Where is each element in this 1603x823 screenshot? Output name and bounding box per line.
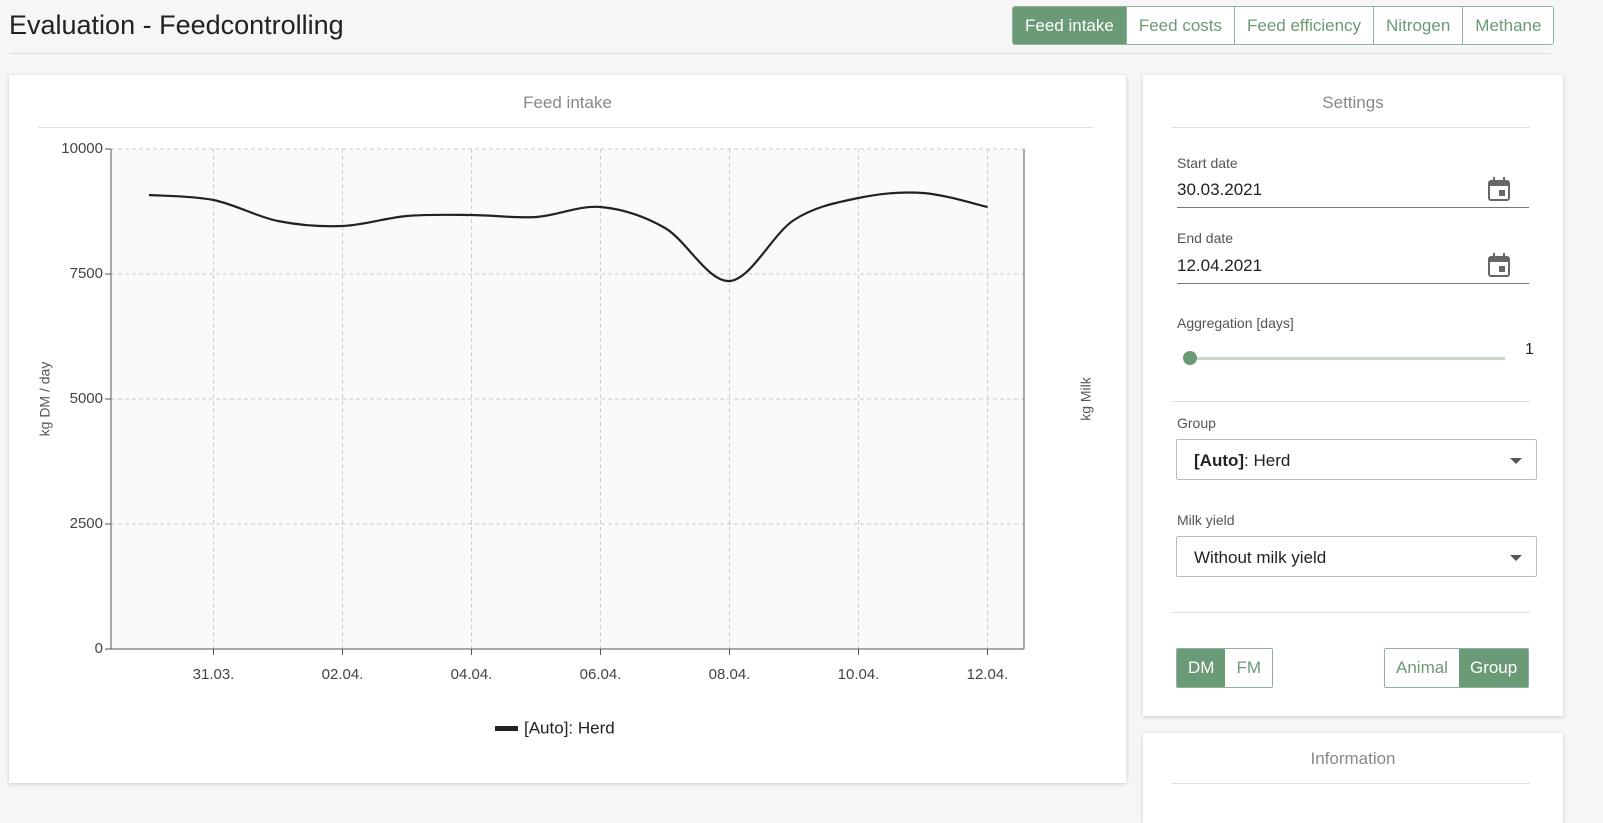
calendar-icon[interactable] bbox=[1486, 252, 1512, 278]
y-tick-label: 2500 bbox=[70, 515, 103, 532]
divider bbox=[1172, 127, 1530, 128]
toggle-button[interactable]: FM bbox=[1225, 649, 1272, 687]
input-underline bbox=[1177, 283, 1529, 284]
divider bbox=[1172, 783, 1530, 784]
y-tick-label: 5000 bbox=[70, 390, 103, 407]
select-value: [Auto] bbox=[1194, 451, 1245, 470]
y-tick-label: 0 bbox=[95, 640, 103, 657]
calendar-icon[interactable] bbox=[1486, 176, 1512, 202]
legend-swatch bbox=[495, 726, 518, 731]
x-tick-label: 04.04. bbox=[451, 666, 493, 683]
y-axis-label: kg DM / day bbox=[37, 362, 53, 437]
legend-label: [Auto]: Herd bbox=[524, 718, 615, 737]
divider bbox=[1172, 401, 1530, 402]
field-label: Milk yield bbox=[1177, 512, 1235, 528]
caret bbox=[1510, 458, 1522, 464]
information-panel: Information bbox=[1143, 733, 1563, 823]
slider-track[interactable] bbox=[1190, 357, 1505, 360]
toggle-button[interactable]: Animal bbox=[1385, 649, 1459, 687]
panel-title: Settings bbox=[1322, 93, 1384, 112]
page-title: Evaluation - Feedcontrolling bbox=[9, 10, 344, 40]
divider bbox=[9, 53, 1550, 54]
x-tick-label: 06.04. bbox=[580, 666, 622, 683]
divider bbox=[38, 127, 1093, 128]
unit-toggle: DM FM bbox=[1176, 648, 1273, 688]
milk-yield-select[interactable]: Without milk yield bbox=[1176, 536, 1537, 577]
toggle-button[interactable]: Group bbox=[1458, 649, 1529, 687]
group-select[interactable]: [Auto]: Herd bbox=[1176, 439, 1537, 480]
panel-title: Information bbox=[1310, 749, 1396, 768]
y2-axis-label: kg Milk bbox=[1078, 376, 1094, 421]
tab[interactable]: Methane bbox=[1462, 7, 1554, 44]
chart: 0 2500 5000 7500 10000 31.03. 02.04. 04.04. 06.0… bbox=[37, 140, 1094, 738]
series-line bbox=[148, 191, 988, 283]
input-underline bbox=[1177, 207, 1529, 208]
tab[interactable]: Feed efficiency bbox=[1234, 7, 1374, 44]
date-input[interactable]: 30.03.2021 bbox=[1177, 180, 1263, 199]
tab-bar: Feed intake Feed costs Feed efficiency Nitr… bbox=[1012, 6, 1555, 45]
field-label: Group bbox=[1177, 415, 1216, 431]
x-tick-label: 12.04. bbox=[967, 666, 1009, 683]
x-tick-label: 02.04. bbox=[322, 666, 364, 683]
x-tick-label: 31.03. bbox=[193, 666, 235, 683]
x-tick-label: 10.04. bbox=[838, 666, 880, 683]
divider bbox=[1172, 612, 1530, 613]
date-input[interactable]: 12.04.2021 bbox=[1177, 256, 1263, 275]
field-label: Aggregation [days] bbox=[1177, 315, 1294, 331]
y-tick-label: 7500 bbox=[70, 265, 103, 282]
tab[interactable]: Feed intake bbox=[1013, 7, 1126, 44]
level-toggle: Animal Group bbox=[1384, 648, 1530, 688]
slider-value: 1 bbox=[1525, 341, 1534, 358]
field-label: Start date bbox=[1177, 155, 1238, 171]
tab[interactable]: Nitrogen bbox=[1373, 7, 1463, 44]
settings-panel: Settings Start date 30.03.2021 End date … bbox=[1143, 75, 1563, 716]
toggle-button[interactable]: DM bbox=[1177, 649, 1226, 687]
panel-title: Feed intake bbox=[523, 93, 612, 112]
slider-handle[interactable] bbox=[1183, 351, 1197, 365]
field-label: End date bbox=[1177, 230, 1234, 246]
y-tick-label: 10000 bbox=[61, 140, 103, 157]
caret bbox=[1510, 555, 1522, 561]
select-value: Without milk yield bbox=[1194, 548, 1327, 567]
select-value: : Herd bbox=[1244, 451, 1291, 470]
x-tick-label: 08.04. bbox=[709, 666, 751, 683]
tab[interactable]: Feed costs bbox=[1125, 7, 1234, 44]
